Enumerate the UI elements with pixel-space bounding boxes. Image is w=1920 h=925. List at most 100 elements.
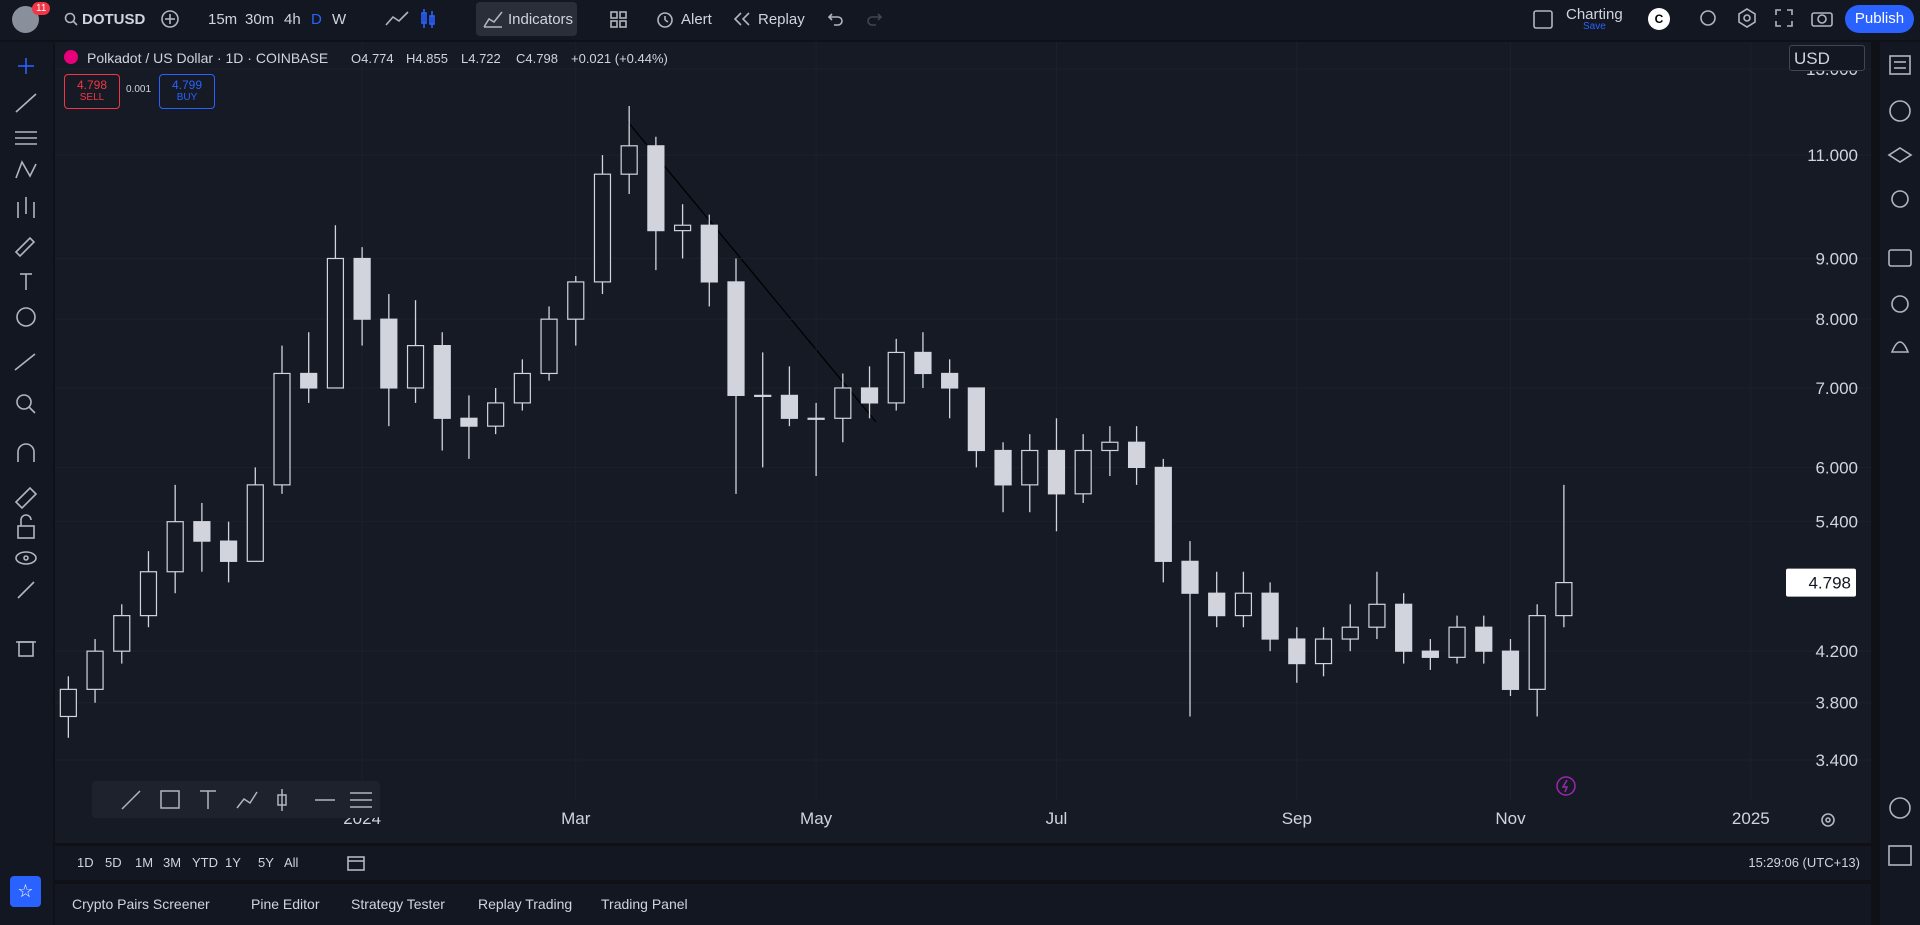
- notification-badge: 11: [32, 2, 51, 15]
- snapshot-icon[interactable]: [1811, 9, 1833, 27]
- candle-body: [1074, 449, 1092, 495]
- date-range[interactable]: 5Y: [258, 855, 274, 870]
- indicators-label[interactable]: Indicators: [508, 11, 574, 28]
- candle-body: [487, 402, 505, 427]
- interval[interactable]: W: [332, 11, 347, 28]
- publish-button[interactable]: Publish: [1845, 5, 1914, 33]
- legend-title: Polkadot / US Dollar · 1D · COINBASE: [87, 50, 329, 66]
- candle-icon[interactable]: [420, 8, 436, 30]
- date-range[interactable]: YTD: [192, 855, 218, 870]
- replay-label[interactable]: Replay: [758, 11, 805, 28]
- candle-body: [673, 224, 692, 232]
- events-icon[interactable]: [1555, 775, 1577, 797]
- candle-body: [300, 372, 318, 389]
- date-range[interactable]: 1D: [77, 855, 94, 870]
- date-range[interactable]: All: [284, 855, 299, 870]
- settings-icon[interactable]: [1737, 8, 1757, 28]
- candle-body: [380, 318, 398, 389]
- interval[interactable]: 15m: [208, 11, 238, 28]
- symbol-logo: [64, 50, 78, 64]
- replay-icon[interactable]: [733, 12, 751, 26]
- candle-body: [193, 521, 211, 542]
- panel-tabs: [55, 884, 1871, 925]
- currency-select[interactable]: USD: [1789, 45, 1865, 71]
- x-tick-label: Jul: [1046, 809, 1068, 828]
- goto-date-icon[interactable]: [347, 854, 365, 872]
- date-range[interactable]: 3M: [163, 855, 182, 870]
- account-initial[interactable]: C: [1648, 8, 1670, 30]
- candle-body: [754, 394, 772, 397]
- search-icon[interactable]: [64, 12, 78, 26]
- candle-body: [807, 417, 825, 420]
- watch-star[interactable]: ☆: [10, 876, 41, 907]
- last-price-label: 4.798: [1808, 574, 1851, 593]
- layout-status: Save: [1583, 21, 1606, 32]
- panel-tab[interactable]: Pine Editor: [251, 896, 320, 912]
- axes: 13.00011.0009.0008.0007.0006.0005.4004.2…: [343, 60, 1858, 828]
- candle-body: [1261, 592, 1279, 640]
- candle-body: [967, 387, 985, 452]
- candle-body: [834, 387, 852, 419]
- candle-body: [1555, 581, 1573, 617]
- fullscreen-icon[interactable]: [1775, 9, 1793, 27]
- drawing-tools[interactable]: [0, 42, 53, 662]
- legend-low: L4.722: [461, 51, 501, 66]
- candle-body: [433, 345, 451, 419]
- x-tick-label: Sep: [1282, 809, 1312, 828]
- candle-body: [139, 571, 158, 617]
- layout-icon[interactable]: [1533, 10, 1553, 30]
- last-price-box: [1786, 568, 1856, 597]
- buy-label: BUY: [176, 92, 198, 103]
- date-range[interactable]: 1Y: [225, 855, 241, 870]
- buy-price: 4.799: [171, 78, 203, 92]
- indicators-button[interactable]: [476, 2, 577, 36]
- x-tick-label: May: [800, 809, 833, 828]
- candle-body: [1021, 449, 1039, 486]
- candle-body: [887, 351, 905, 404]
- axis-settings-icon[interactable]: [1820, 812, 1836, 828]
- candle-body: [219, 540, 238, 562]
- candle-body: [1341, 626, 1359, 640]
- sell-price: 4.798: [76, 78, 108, 92]
- redo-icon[interactable]: [866, 12, 882, 26]
- candle-body: [540, 318, 558, 375]
- symbol[interactable]: DOTUSD: [82, 11, 146, 28]
- interval[interactable]: 4h: [284, 11, 301, 28]
- candle-body: [1475, 626, 1493, 652]
- date-range[interactable]: 5D: [105, 855, 122, 870]
- candle-body: [994, 449, 1012, 486]
- panel-tab[interactable]: Trading Panel: [601, 896, 688, 912]
- interval[interactable]: D: [311, 11, 322, 28]
- bottom-bar: [55, 846, 1871, 880]
- alert-icon[interactable]: [655, 9, 675, 29]
- candle-body: [166, 521, 184, 573]
- quick-search-icon[interactable]: [1698, 8, 1718, 28]
- left-toolbar: [0, 42, 53, 925]
- candle-body: [1234, 592, 1253, 617]
- interval[interactable]: 30m: [245, 11, 275, 28]
- candle-body: [86, 650, 104, 690]
- date-range[interactable]: 1M: [135, 855, 154, 870]
- compare-icon[interactable]: [160, 9, 180, 29]
- y-tick-label: 4.200: [1815, 642, 1858, 661]
- candle-body: [1127, 441, 1146, 468]
- undo-icon[interactable]: [828, 12, 844, 26]
- y-tick-label: 3.400: [1815, 751, 1858, 770]
- panel-tab[interactable]: Replay Trading: [478, 896, 573, 912]
- sidebar-icons[interactable]: [1880, 42, 1920, 925]
- y-tick-label: 3.800: [1815, 694, 1858, 713]
- y-tick-label: 5.400: [1815, 513, 1858, 532]
- alert-label[interactable]: Alert: [681, 11, 712, 28]
- panel-tab[interactable]: Crypto Pairs Screener: [72, 896, 210, 912]
- candle-body: [1528, 615, 1546, 690]
- buy-button[interactable]: 4.799 BUY: [159, 74, 215, 109]
- panel-tab[interactable]: Strategy Tester: [351, 896, 445, 912]
- grid: [55, 42, 1871, 800]
- sell-button[interactable]: 4.798 SELL: [64, 74, 120, 109]
- line-chart-icon[interactable]: [385, 10, 409, 28]
- clock: 15:29:06 (UTC+13): [1748, 855, 1860, 870]
- templates-icon[interactable]: [610, 11, 627, 28]
- trend-line[interactable]: [627, 121, 877, 423]
- layout-name[interactable]: Charting: [1566, 6, 1623, 23]
